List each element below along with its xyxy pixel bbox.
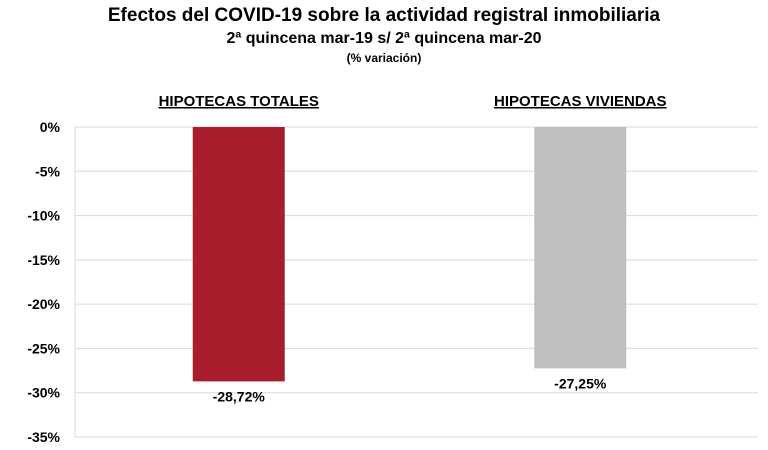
data-label: -27,25% bbox=[554, 375, 607, 391]
chart-subtitle: 2ª quincena mar-19 s/ 2ª quincena mar-20 bbox=[226, 30, 542, 47]
category-label: HIPOTECAS VIVIENDAS bbox=[494, 93, 667, 110]
y-tick-label: -5% bbox=[35, 163, 60, 179]
y-tick-label: 0% bbox=[40, 119, 61, 135]
category-labels: HIPOTECAS TOTALES HIPOTECAS VIVIENDAS bbox=[159, 93, 667, 110]
y-tick-label: -35% bbox=[27, 429, 60, 445]
chart-unit-note: (% variación) bbox=[346, 51, 422, 65]
y-tick-label: -20% bbox=[27, 296, 60, 312]
category-label: HIPOTECAS TOTALES bbox=[159, 93, 319, 110]
y-tick-label: -15% bbox=[27, 252, 60, 268]
data-label: -28,72% bbox=[213, 388, 266, 404]
y-tick-label: -25% bbox=[27, 340, 60, 356]
bar bbox=[534, 127, 627, 369]
bar bbox=[192, 127, 285, 382]
y-tick-label: -10% bbox=[27, 208, 60, 224]
chart-title-block: Efectos del COVID-19 sobre la actividad … bbox=[0, 4, 768, 67]
y-tick-label: -30% bbox=[27, 385, 60, 401]
data-labels: -28,72% -27,25% bbox=[213, 375, 607, 404]
gridlines bbox=[74, 126, 758, 438]
chart-title: Efectos del COVID-19 sobre la actividad … bbox=[107, 5, 661, 26]
bars bbox=[192, 127, 627, 382]
y-axis-tick-labels: 0% -5% -10% -15% -20% -25% -30% -35% bbox=[27, 119, 60, 445]
